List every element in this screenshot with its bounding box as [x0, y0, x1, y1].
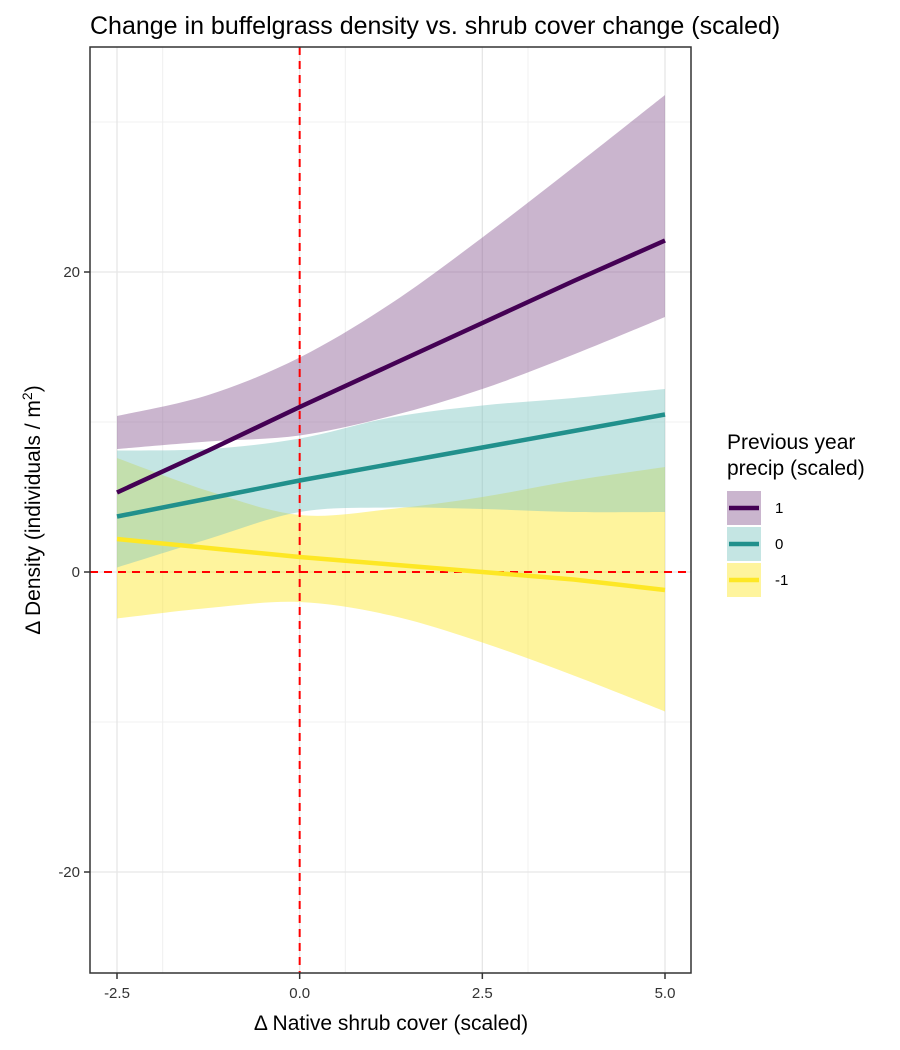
line-series--1 — [116, 536, 666, 593]
legend-title-line1: Previous year — [727, 431, 855, 454]
y-tick-label: 0 — [72, 564, 80, 581]
ribbon-series-0 — [117, 389, 665, 568]
ribbon-series--1 — [117, 458, 665, 712]
line-series-1 — [116, 238, 666, 495]
x-axis: -2.5 0.0 2.5 5.0 — [104, 973, 675, 1002]
y-axis-title: Δ Density (individuals / m2) — [19, 385, 45, 634]
plot-area — [90, 47, 691, 973]
legend: Previous year precip (scaled) 1 0 -1 — [727, 431, 865, 597]
line-series-0 — [116, 412, 666, 519]
x-tick-label: 2.5 — [472, 985, 493, 1002]
x-tick-label: 0.0 — [289, 985, 310, 1002]
y-tick-label: -20 — [58, 864, 80, 881]
x-tick-label: 5.0 — [655, 985, 676, 1002]
x-tick-label: -2.5 — [104, 985, 130, 1002]
legend-label--1: -1 — [775, 572, 788, 589]
ribbon-series-1 — [117, 95, 665, 449]
y-axis-title-main: Δ Density (individuals / m — [22, 400, 45, 635]
y-axis-title-end: ) — [22, 385, 45, 392]
y-axis-title-superscript: 2 — [19, 392, 35, 400]
plot-border — [89, 46, 692, 974]
legend-label-1: 1 — [775, 500, 783, 517]
legend-keys: 1 0 -1 — [727, 491, 788, 597]
legend-title-line2: precip (scaled) — [727, 457, 865, 480]
y-axis: -20 0 20 — [58, 264, 90, 881]
legend-label-0: 0 — [775, 536, 783, 553]
y-tick-label: 20 — [63, 264, 80, 281]
chart-title: Change in buffelgrass density vs. shrub … — [90, 12, 780, 40]
x-axis-title: Δ Native shrub cover (scaled) — [254, 1012, 528, 1035]
